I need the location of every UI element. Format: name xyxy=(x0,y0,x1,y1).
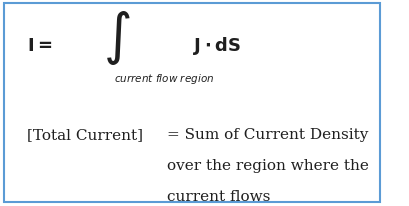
Text: over the region where the: over the region where the xyxy=(167,158,369,172)
Text: current flows: current flows xyxy=(167,189,270,203)
Text: [Total Current]: [Total Current] xyxy=(27,127,143,141)
Text: $\mathbf{J \cdot dS}$: $\mathbf{J \cdot dS}$ xyxy=(193,35,241,56)
Text: = Sum of Current Density: = Sum of Current Density xyxy=(167,127,368,141)
Text: $\int$: $\int$ xyxy=(103,8,130,66)
Text: $\mathit{current\ flow\ region}$: $\mathit{current\ flow\ region}$ xyxy=(115,71,215,85)
Text: $\mathbf{I =}$: $\mathbf{I =}$ xyxy=(27,37,52,55)
FancyBboxPatch shape xyxy=(4,4,380,202)
